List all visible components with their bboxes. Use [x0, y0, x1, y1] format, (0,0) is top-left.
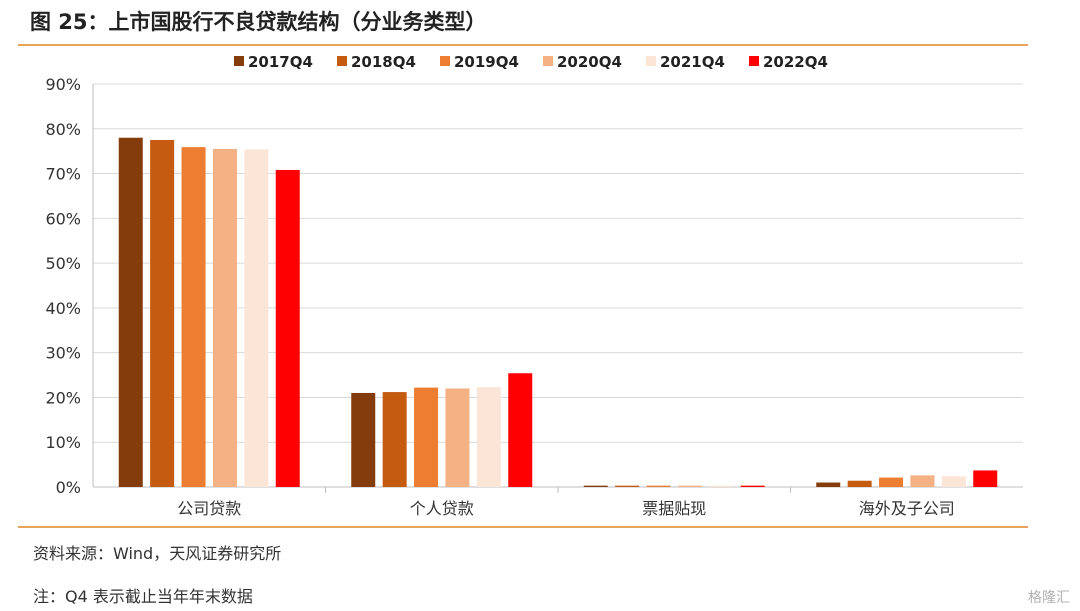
- bar: [508, 373, 533, 487]
- top-divider: [18, 44, 1028, 46]
- legend-swatch: [646, 56, 656, 66]
- bar: [275, 169, 300, 487]
- bar: [677, 485, 702, 487]
- bar: [414, 387, 439, 487]
- bar: [476, 387, 501, 487]
- y-tick-label: 10%: [45, 433, 81, 452]
- bar: [847, 480, 872, 487]
- x-tick-label: 票据贴现: [642, 499, 706, 518]
- legend-label: 2021Q4: [660, 53, 725, 71]
- watermark-logo: 格隆汇: [1028, 590, 1070, 606]
- bar: [646, 485, 671, 487]
- legend-label: 2020Q4: [557, 53, 622, 71]
- bar: [740, 485, 765, 487]
- figure-title: 图 25：上市国股行不良贷款结构（分业务类型）: [30, 10, 487, 34]
- y-tick-label: 40%: [45, 299, 81, 318]
- y-tick-label: 20%: [45, 388, 81, 407]
- legend-label: 2022Q4: [763, 53, 828, 71]
- legend-label: 2018Q4: [351, 53, 416, 71]
- footnote: 注：Q4 表示截止当年年末数据: [33, 587, 253, 606]
- bar: [382, 392, 407, 487]
- bar-chart: 0% 10% 20% 30% 40% 50% 60% 70% 80% 90% 公司贷款 个人贷款 票据贴…: [45, 53, 1023, 518]
- bar: [973, 470, 998, 487]
- legend-label: 2019Q4: [454, 53, 519, 71]
- bar: [615, 485, 640, 487]
- bar: [910, 475, 935, 487]
- bar: [212, 148, 237, 487]
- y-tick-label: 90%: [45, 75, 81, 94]
- legend-swatch: [543, 56, 553, 66]
- bar: [941, 476, 966, 487]
- y-tick-label: 80%: [45, 120, 81, 139]
- x-tick-label: 个人贷款: [410, 499, 474, 518]
- bar: [351, 392, 376, 487]
- bar: [583, 485, 608, 487]
- y-tick-label: 70%: [45, 165, 81, 184]
- bar: [445, 388, 470, 487]
- y-tick-label: 30%: [45, 344, 81, 363]
- legend-swatch: [749, 56, 759, 66]
- source-note: 资料来源：Wind，天风证券研究所: [33, 544, 282, 563]
- x-tick-label: 海外及子公司: [859, 499, 955, 518]
- bar: [244, 149, 269, 487]
- bar: [879, 477, 904, 487]
- x-tick-label: 公司贷款: [177, 499, 241, 518]
- bar: [118, 137, 143, 487]
- legend-swatch: [337, 56, 347, 66]
- y-tick-label: 50%: [45, 254, 81, 273]
- y-tick-label: 0%: [56, 478, 81, 497]
- bottom-divider: [18, 526, 1028, 528]
- legend-swatch: [440, 56, 450, 66]
- bar: [150, 139, 175, 487]
- bar: [181, 147, 206, 488]
- bar: [709, 485, 734, 487]
- legend-swatch: [234, 56, 244, 66]
- y-tick-label: 60%: [45, 209, 81, 228]
- bar: [816, 482, 841, 487]
- legend-label: 2017Q4: [248, 53, 313, 71]
